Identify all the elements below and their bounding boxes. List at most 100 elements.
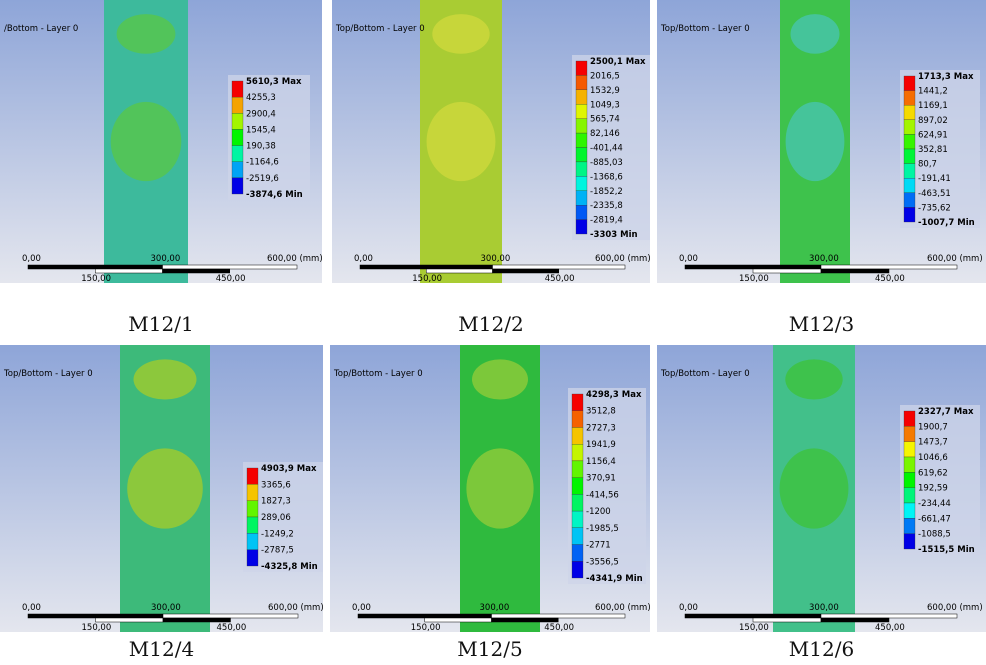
- legend-band: [576, 133, 587, 147]
- scale-label: 300,00: [809, 603, 839, 613]
- legend-label: 4903,9 Max: [261, 464, 317, 474]
- scale-label: 300,00: [809, 254, 839, 264]
- legend-band: [232, 162, 243, 178]
- scale-bar: [753, 269, 821, 273]
- scale-bar: [96, 618, 164, 622]
- legend-label: 1713,3 Max: [918, 72, 974, 82]
- stress-patch: [786, 102, 845, 181]
- legend-label: 1545,4: [246, 125, 276, 135]
- caption: M12/3: [662, 312, 982, 336]
- scale-bar: [492, 614, 626, 618]
- legend-band: [904, 426, 915, 441]
- legend-band: [576, 104, 587, 118]
- legend-band: [232, 97, 243, 113]
- scale-label: 150,00: [739, 623, 769, 632]
- legend-band: [572, 411, 583, 428]
- legend-band: [576, 90, 587, 104]
- scale-label: 450,00: [545, 274, 575, 283]
- scale-label: 0,00: [679, 254, 698, 264]
- scale-label: 150,00: [412, 274, 442, 283]
- legend-band: [904, 534, 915, 549]
- scale-label: 450,00: [544, 623, 574, 632]
- legend-band: [572, 528, 583, 545]
- legend-label: -401,44: [590, 144, 623, 154]
- legend-label: -463,51: [918, 189, 951, 199]
- legend-label: -2787,5: [261, 546, 294, 556]
- legend-label: -3303 Min: [590, 230, 638, 240]
- legend-label: 1046,6: [918, 453, 948, 463]
- legend-band: [572, 394, 583, 411]
- legend-band: [232, 178, 243, 194]
- scale-label: 0,00: [679, 603, 698, 613]
- stress-patch: [134, 359, 197, 399]
- scale-bar: [685, 614, 821, 618]
- scale-label: 300,00: [151, 254, 181, 264]
- layer-label: Top/Bottom - Layer 0: [333, 369, 423, 379]
- scale-label: 0,00: [352, 603, 371, 613]
- legend-label: -1200: [586, 507, 611, 517]
- scale-label: 600,00 (mm): [595, 254, 650, 264]
- stress-patch: [472, 359, 528, 399]
- legend-label: 1941,9: [586, 440, 616, 450]
- legend-label: 2727,3: [586, 423, 616, 433]
- legend-band: [904, 207, 915, 222]
- legend-band: [904, 503, 915, 518]
- legend-band: [572, 461, 583, 478]
- caption: M12/4: [2, 637, 322, 661]
- legend-band: [247, 517, 258, 533]
- scale-label: 300,00: [480, 603, 510, 613]
- scale-bar: [163, 618, 231, 622]
- stress-patch: [466, 448, 533, 528]
- scale-bar: [821, 265, 957, 269]
- scale-bar: [685, 265, 821, 269]
- legend-label: 190,38: [246, 142, 276, 152]
- legend-label: -4341,9 Min: [586, 574, 643, 584]
- legend-label: -1007,7 Min: [918, 218, 975, 228]
- legend-band: [572, 545, 583, 562]
- stress-patch: [791, 14, 840, 54]
- legend-band: [232, 129, 243, 145]
- legend-band: [247, 484, 258, 500]
- caption: M12/5: [330, 637, 650, 661]
- layer-label: Top/Bottom - Layer 0: [3, 369, 93, 379]
- scale-bar: [95, 269, 162, 273]
- legend-label: -3874,6 Min: [246, 190, 303, 200]
- scale-label: 450,00: [217, 623, 247, 632]
- legend-band: [572, 494, 583, 511]
- legend-band: [232, 81, 243, 97]
- stress-patch: [785, 359, 842, 399]
- stress-patch: [780, 448, 849, 528]
- scale-label: 0,00: [22, 603, 41, 613]
- legend-label: 1900,7: [918, 422, 948, 432]
- legend-label: -1088,5: [918, 530, 951, 540]
- legend-label: -4325,8 Min: [261, 562, 318, 572]
- legend-band: [576, 191, 587, 205]
- scale-bar: [493, 265, 626, 269]
- legend-band: [576, 148, 587, 162]
- scale-label: 450,00: [875, 623, 905, 632]
- legend-label: 1473,7: [918, 438, 948, 448]
- legend-band: [904, 91, 915, 106]
- scale-label: 600,00 (mm): [595, 603, 650, 613]
- legend-label: 2900,4: [246, 109, 276, 119]
- scale-label: 300,00: [151, 603, 181, 613]
- legend-band: [576, 220, 587, 234]
- legend-label: -1164,6: [246, 158, 279, 168]
- legend-band: [904, 164, 915, 179]
- legend-label: -1368,6: [590, 172, 623, 182]
- scale-bar: [28, 265, 163, 269]
- stress-patch: [432, 14, 489, 54]
- legend-label: 1827,3: [261, 497, 291, 507]
- scale-bar: [426, 269, 492, 273]
- legend-band: [576, 75, 587, 89]
- legend-band: [572, 561, 583, 578]
- legend-label: 82,146: [590, 129, 620, 139]
- caption: M12/1: [1, 312, 321, 336]
- legend-label: -735,62: [918, 203, 951, 213]
- scale-label: 600,00 (mm): [927, 254, 983, 264]
- legend-band: [576, 205, 587, 219]
